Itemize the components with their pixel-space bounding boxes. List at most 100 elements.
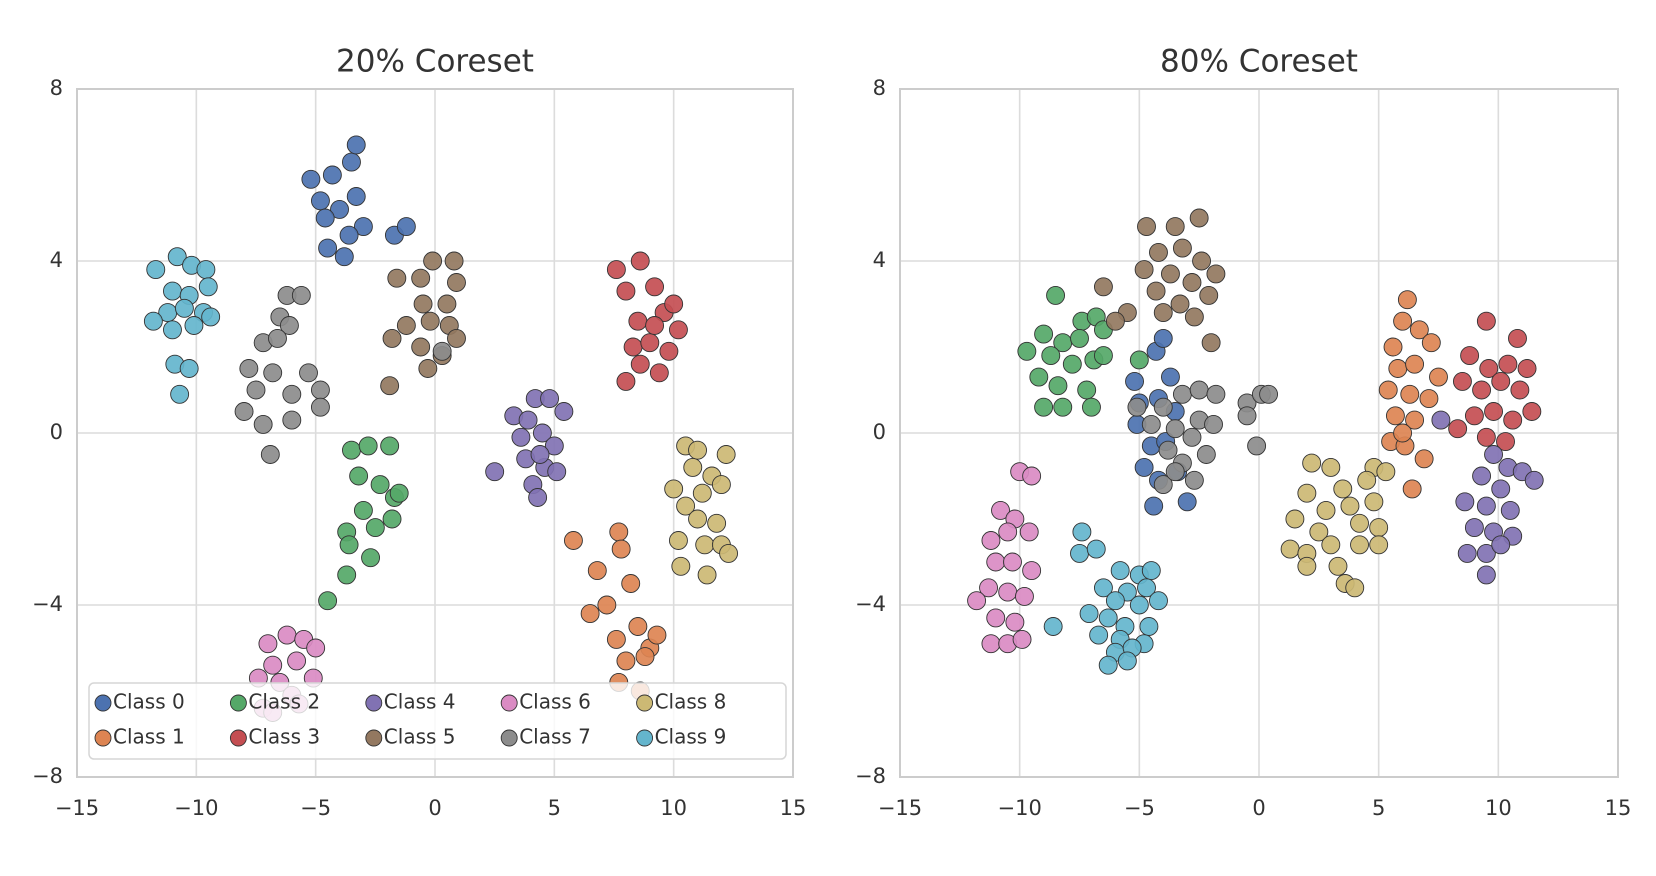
point	[310, 191, 330, 211]
series	[234, 285, 452, 464]
point	[1524, 470, 1544, 490]
series	[606, 251, 688, 391]
point	[1476, 496, 1496, 516]
series	[664, 436, 739, 585]
point	[1280, 539, 1300, 559]
point	[163, 281, 182, 301]
point	[485, 462, 505, 482]
point	[1199, 285, 1219, 305]
point	[1206, 264, 1226, 284]
y-tick-label: −4	[855, 592, 886, 616]
point	[647, 625, 667, 645]
point	[1388, 359, 1408, 378]
point	[659, 341, 679, 361]
legend-label: Class 3	[248, 725, 320, 749]
point	[1316, 500, 1336, 520]
series	[301, 135, 416, 267]
x-tick-label: 10	[1485, 796, 1512, 820]
point	[1093, 346, 1113, 366]
point	[688, 440, 707, 460]
series	[485, 389, 574, 507]
y-tick-label: −8	[855, 764, 886, 788]
point	[676, 496, 696, 516]
point	[318, 238, 338, 258]
point	[1170, 294, 1190, 314]
point	[1206, 384, 1226, 404]
legend-marker	[94, 694, 112, 712]
point	[1072, 522, 1092, 542]
point	[299, 363, 318, 383]
point	[349, 466, 369, 486]
series	[1127, 380, 1279, 495]
legend-marker	[229, 729, 247, 747]
point	[167, 247, 187, 267]
point	[163, 320, 182, 340]
point	[1110, 561, 1130, 581]
point	[998, 582, 1018, 602]
point	[411, 268, 431, 288]
point	[518, 410, 538, 430]
point	[1464, 518, 1484, 538]
x-tick-label: −10	[174, 796, 218, 820]
point	[530, 445, 550, 464]
point	[1409, 320, 1429, 340]
point	[1476, 565, 1496, 585]
point	[337, 565, 357, 585]
x-tick-label: −5	[300, 796, 331, 820]
point	[198, 277, 218, 297]
point	[287, 651, 307, 671]
point	[353, 500, 373, 520]
point	[692, 483, 712, 503]
point	[630, 251, 650, 271]
point	[664, 294, 684, 314]
legend: Class 0 Class 1 Class 2 Class 3 Class 4 Class…	[88, 682, 787, 760]
point	[1508, 328, 1527, 348]
legend-label: Class 1	[113, 725, 185, 749]
x-tick-label: 0	[428, 796, 441, 820]
point	[1491, 371, 1511, 391]
point	[339, 535, 359, 555]
point	[616, 651, 636, 671]
point	[511, 427, 531, 447]
y-tick-label: 4	[873, 248, 886, 272]
point	[547, 462, 567, 482]
point	[258, 634, 278, 654]
point	[668, 320, 688, 340]
point	[606, 629, 626, 649]
point	[1259, 384, 1279, 404]
point	[387, 268, 407, 288]
point	[1247, 436, 1267, 456]
point	[382, 509, 402, 529]
point	[711, 475, 731, 495]
series	[1378, 290, 1448, 499]
point	[1369, 518, 1389, 538]
point	[1048, 376, 1068, 396]
point	[1479, 359, 1499, 378]
point	[664, 479, 684, 499]
point	[370, 475, 390, 495]
point	[291, 285, 311, 305]
point	[1364, 492, 1384, 512]
legend-marker	[365, 729, 383, 747]
point	[1196, 445, 1216, 464]
point	[1093, 277, 1113, 297]
point	[1429, 367, 1448, 387]
point	[432, 341, 452, 361]
point	[623, 337, 643, 357]
point	[413, 294, 433, 314]
point	[143, 311, 163, 331]
point	[986, 608, 1006, 628]
point	[1472, 380, 1492, 400]
point	[1491, 535, 1511, 555]
legend-label: Class 2	[248, 690, 320, 714]
point	[1340, 496, 1360, 516]
point	[310, 380, 330, 400]
point	[1134, 457, 1154, 477]
point	[645, 316, 665, 335]
series	[143, 247, 221, 404]
point	[1460, 346, 1480, 366]
point	[1172, 238, 1192, 258]
point	[253, 414, 273, 434]
point	[532, 423, 552, 443]
